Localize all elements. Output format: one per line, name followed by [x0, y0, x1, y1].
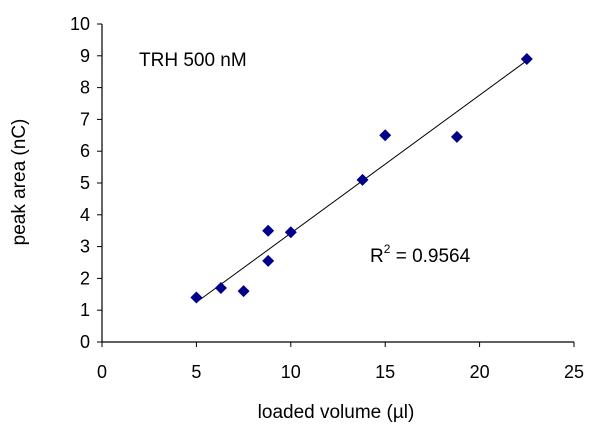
x-axis-title: loaded volume (µl) — [258, 402, 415, 423]
y-tick-label: 8 — [80, 78, 90, 98]
tick-labels: 0 5 10 15 20 25 0 1 2 3 4 5 6 7 8 9 10 — [70, 14, 584, 382]
y-tick-label: 0 — [80, 332, 90, 352]
x-tick-label: 20 — [470, 362, 490, 382]
data-point — [356, 173, 369, 186]
r-squared-annotation: R2 = 0.9564 — [370, 242, 471, 267]
data-point — [450, 130, 463, 143]
data-point — [262, 254, 275, 267]
y-tick-label: 5 — [80, 173, 90, 193]
x-tick-label: 25 — [564, 362, 584, 382]
y-tick-label: 4 — [80, 205, 90, 225]
data-point — [520, 52, 533, 65]
y-tick-label: 9 — [80, 46, 90, 66]
x-tick-label: 15 — [375, 362, 395, 382]
x-tick-label: 5 — [191, 362, 201, 382]
data-points — [190, 52, 533, 304]
r2-superscript: 2 — [384, 242, 391, 256]
y-tick-label: 2 — [80, 268, 90, 288]
data-point — [284, 226, 297, 239]
axes — [97, 23, 575, 347]
y-tick-label: 7 — [80, 109, 90, 129]
x-tick-label: 10 — [281, 362, 301, 382]
x-tick-label: 0 — [97, 362, 107, 382]
r2-prefix: R — [370, 246, 384, 267]
data-point — [237, 285, 250, 298]
data-point — [190, 291, 203, 304]
data-point — [379, 129, 392, 142]
series-label-annotation: TRH 500 nM — [139, 50, 247, 71]
y-tick-label: 3 — [80, 237, 90, 257]
data-point — [214, 281, 227, 294]
y-tick-label: 6 — [80, 141, 90, 161]
y-tick-label: 10 — [70, 14, 90, 34]
y-tick-label: 1 — [80, 300, 90, 320]
data-point — [262, 224, 275, 237]
r2-value: = 0.9564 — [390, 246, 470, 267]
y-axis-title: peak area (nC) — [9, 119, 30, 246]
